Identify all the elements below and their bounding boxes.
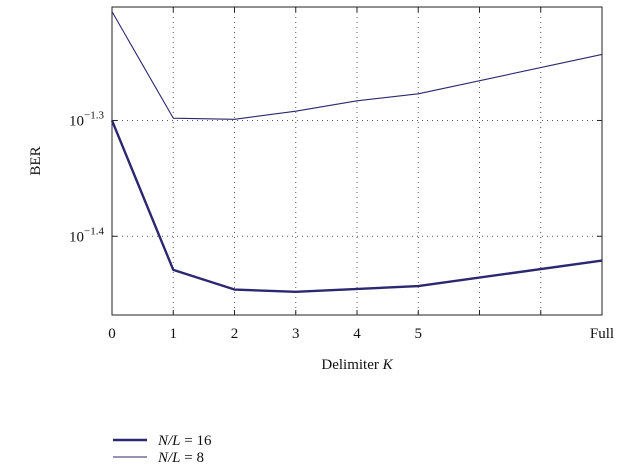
x-tick-label: 1 (170, 326, 178, 342)
x-axis-ticks: 0 1 2 3 4 5 Full (108, 7, 614, 342)
plot-area-frame (111, 6, 603, 316)
y-axis-ticks: 10−1.3 10−1.4 (69, 109, 602, 245)
x-tick-label: 5 (415, 326, 423, 342)
x-tick-label: 3 (292, 326, 300, 342)
legend-label-2: N/L = 8 (157, 450, 204, 466)
x-axis-label: Delimiter K (321, 357, 393, 373)
grid (112, 7, 602, 315)
x-tick-label: 2 (231, 326, 239, 342)
y-axis-label: BER (28, 146, 44, 175)
series-line-2 (111, 11, 603, 120)
x-tick-label: 4 (353, 326, 361, 342)
y-tick-label: 10−1.4 (69, 225, 104, 245)
x-tick-label: 0 (108, 326, 116, 342)
legend: N/L = 16N/L = 8 (113, 433, 212, 466)
legend-label-1: N/L = 16 (157, 433, 212, 449)
series-line-1 (110, 120, 603, 294)
y-tick-label: 10−1.3 (69, 109, 104, 129)
series-lines (110, 11, 603, 294)
x-tick-label: Full (590, 326, 614, 342)
